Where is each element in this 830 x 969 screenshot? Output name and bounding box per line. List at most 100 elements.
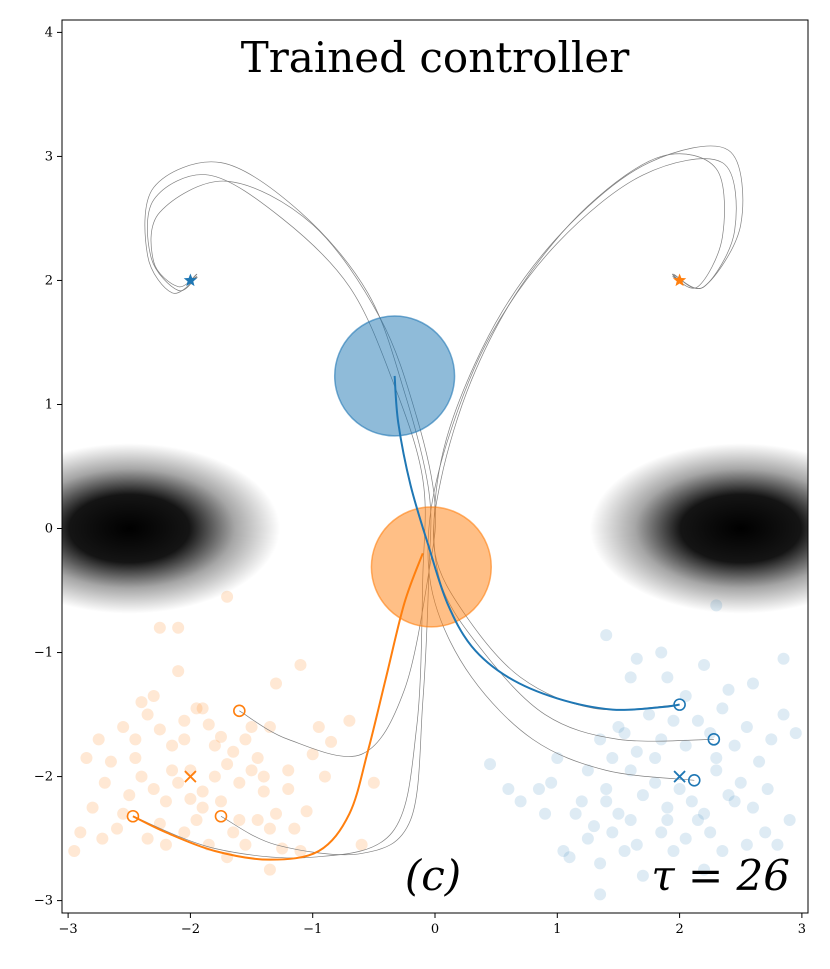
blue-sample-point [698,863,711,876]
blue-sample-point [710,751,723,764]
orange-sample-point [227,826,240,839]
orange-sample-point [263,720,276,733]
blue-sample-point [606,826,619,839]
blue-sample-point [551,751,564,764]
blue-sample-point [581,764,594,777]
blue-sample-point [679,689,692,702]
orange-sample-point [270,807,283,820]
blue-sample-point [600,795,613,808]
orange-sample-point [300,805,313,818]
blue-sample-point [789,727,802,740]
blue-sample-point [667,844,680,857]
x-tick-label: −3 [59,922,78,937]
orange-sample-point [153,723,166,736]
blue-sample-point [771,838,784,851]
blue-sample-point [783,813,796,826]
orange-sample-point [257,785,270,798]
y-tick-label: −1 [34,646,53,661]
orange-sample-point [147,689,160,702]
blue-sample-point [630,652,643,665]
blue-sample-point [484,758,497,771]
blue-sample-point [698,807,711,820]
orange-sample-point [214,730,227,743]
orange-sample-point [245,720,258,733]
orange-sample-point [190,813,203,826]
blue-sample-point [539,807,552,820]
orange-sample-point [159,838,172,851]
orange-sample-point [294,844,307,857]
start-circle [214,809,228,823]
density-blobs [62,443,808,614]
tau-label: τ = 26 [651,851,790,900]
orange-sample-point [288,822,301,835]
blue-sample-point [624,813,637,826]
orange-sample-point [214,795,227,808]
blue-sample-point [600,782,613,795]
blue-sample-point [740,838,753,851]
blue-sample-point [618,844,631,857]
blue-trajectory [393,375,680,711]
blue-sample-point [710,764,723,777]
blue-sample-point [594,733,607,746]
orange-sample-point [196,702,209,715]
orange-sample-point [239,838,252,851]
orange-sample-point [263,822,276,835]
blue-sample-point [594,857,607,870]
blue-sample-point [594,888,607,901]
blue-sample-point [698,658,711,671]
orange-sample-point [312,720,325,733]
blue-sample-point [575,795,588,808]
orange-sample-point [355,838,368,851]
gray-trajectory [427,158,737,781]
blue-sample-point [643,708,656,721]
orange-mean-cross [184,770,197,783]
start-circle [233,704,246,718]
orange-trajectory [132,552,424,861]
blue-sample-point [661,671,674,684]
blue-sample-point [746,801,759,814]
blue-sample-point [649,776,662,789]
y-tick-label: −2 [34,770,53,785]
orange-sample-point [172,776,185,789]
orange-sample-point [141,832,154,845]
orange-sample-point [178,733,191,746]
blue-sample-point [722,789,735,802]
orange-sample-point [98,776,111,789]
orange-sample-point [141,708,154,721]
orange-sample-point [367,776,380,789]
blue-sample-point [661,813,674,826]
orange-sample-point [135,696,148,709]
blue-sample-point [502,782,515,795]
blue-sample-point [691,813,704,826]
orange-sample-point [233,776,246,789]
orange-sample-point [178,826,191,839]
blue-sample-point [777,708,790,721]
blue-sample-point [612,720,625,733]
blue-target-star [183,273,198,287]
orange-sample-point [325,735,338,748]
x-tick-label: −2 [181,922,200,937]
x-tick-label: 1 [553,922,561,937]
blue-sample-point [636,789,649,802]
blue-sample-point [685,795,698,808]
orange-sample-point [166,764,179,777]
blue-sample-point [655,826,668,839]
orange-sample-point [196,801,209,814]
orange-sample-point [68,844,81,857]
blue-sample-point [740,720,753,733]
orange-sample-point [221,758,234,771]
orange-sample-point [227,745,240,758]
orange-sample-point [202,718,215,731]
start-circle [707,733,721,746]
blue-sample-point [759,826,772,839]
blue-sample-point [765,733,778,746]
orange-sample-point [282,764,295,777]
orange-sample-point [111,822,124,835]
y-tick-label: −3 [34,894,53,909]
orange-sample-point [104,755,117,768]
blue-sample-point [606,751,619,764]
orange-sample-point [129,733,142,746]
orange-sample-point [276,842,289,855]
y-tick-label: 4 [45,25,53,40]
